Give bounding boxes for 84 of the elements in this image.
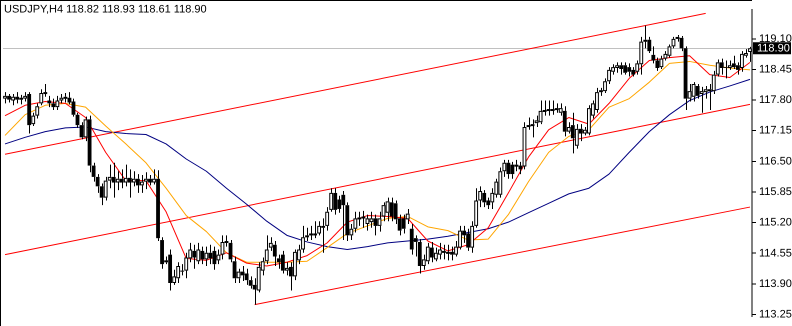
candlestick [333,188,338,216]
candlestick [7,93,11,103]
candlestick [410,224,414,256]
candlestick [244,268,249,286]
candlestick [418,238,422,274]
candlestick [184,252,188,279]
candlestick [498,166,502,198]
candlestick [578,124,583,142]
candlestick [317,220,322,236]
candlestick [374,214,378,236]
candlestick [482,190,486,208]
candlestick [466,228,470,252]
candlestick [212,246,216,270]
candlestick [337,195,342,214]
candlestick [200,246,204,265]
candlestick [128,168,132,198]
candlestick [700,86,704,114]
candlestick [619,62,624,76]
candlestick [124,164,128,187]
candlestick [220,234,224,260]
chart-title: USDJPY,H4 118.82 118.93 118.61 118.90 [4,4,207,16]
y-tick-label: 116.50 [759,155,792,168]
candlestick [27,92,32,134]
candlestick [132,170,136,187]
candlestick [438,242,442,260]
y-tick-label: 117.15 [759,124,792,137]
candlestick [366,214,370,232]
candlestick [506,159,510,180]
candlestick [627,62,632,78]
y-tick-label: 117.80 [759,94,792,106]
candlestick [15,92,20,104]
candlestick [240,265,245,282]
y-tick-label: 115.85 [759,186,792,198]
candlestick [140,174,144,194]
ref-line-label: 118.90 [757,42,790,54]
candlestick [692,82,696,102]
candlestick [11,93,15,106]
candlestick [116,170,120,191]
candlestick [136,174,140,194]
candlestick [47,95,52,108]
candlestick [510,161,514,180]
candlestick [462,225,466,244]
candlestick [450,246,454,261]
candlestick [724,60,728,79]
candlestick [3,92,7,104]
candlestick [522,122,526,170]
candlestick [176,262,180,284]
y-tick-label: 119.10 [759,32,792,45]
candlestick [430,241,434,263]
y-tick-label: 113.25 [759,308,792,321]
candlestick [562,106,567,137]
candlestick [386,197,390,222]
candlestick [639,36,644,76]
candlestick [196,242,200,265]
candlestick [19,94,24,105]
candlestick [144,172,148,190]
candlestick [280,250,285,274]
candlestick [88,115,92,173]
candlestick [168,248,172,291]
y-tick-label: 114.55 [759,247,792,260]
y-tick-label: 113.90 [759,278,792,290]
candlestick [390,197,394,222]
candlestick [370,211,374,228]
candlestick [538,100,542,125]
candlestick [659,55,664,70]
candlestick [55,95,60,110]
candlestick [208,244,212,265]
y-tick-label: 115.20 [759,216,792,229]
candlestick [204,246,208,266]
candlestick [64,92,68,103]
candlestick [732,55,736,70]
candlestick [192,244,196,270]
candlestick [309,225,313,241]
candlestick [740,50,744,72]
candlestick [587,104,591,136]
candlestick [148,174,152,186]
y-tick-label: 118.45 [759,63,792,76]
candlestick [313,220,317,239]
candlestick [615,62,620,74]
candlestick [361,210,366,228]
candlestick [570,112,575,154]
candlestick [104,176,108,201]
candlestick [696,84,700,100]
candlestick [39,88,44,106]
